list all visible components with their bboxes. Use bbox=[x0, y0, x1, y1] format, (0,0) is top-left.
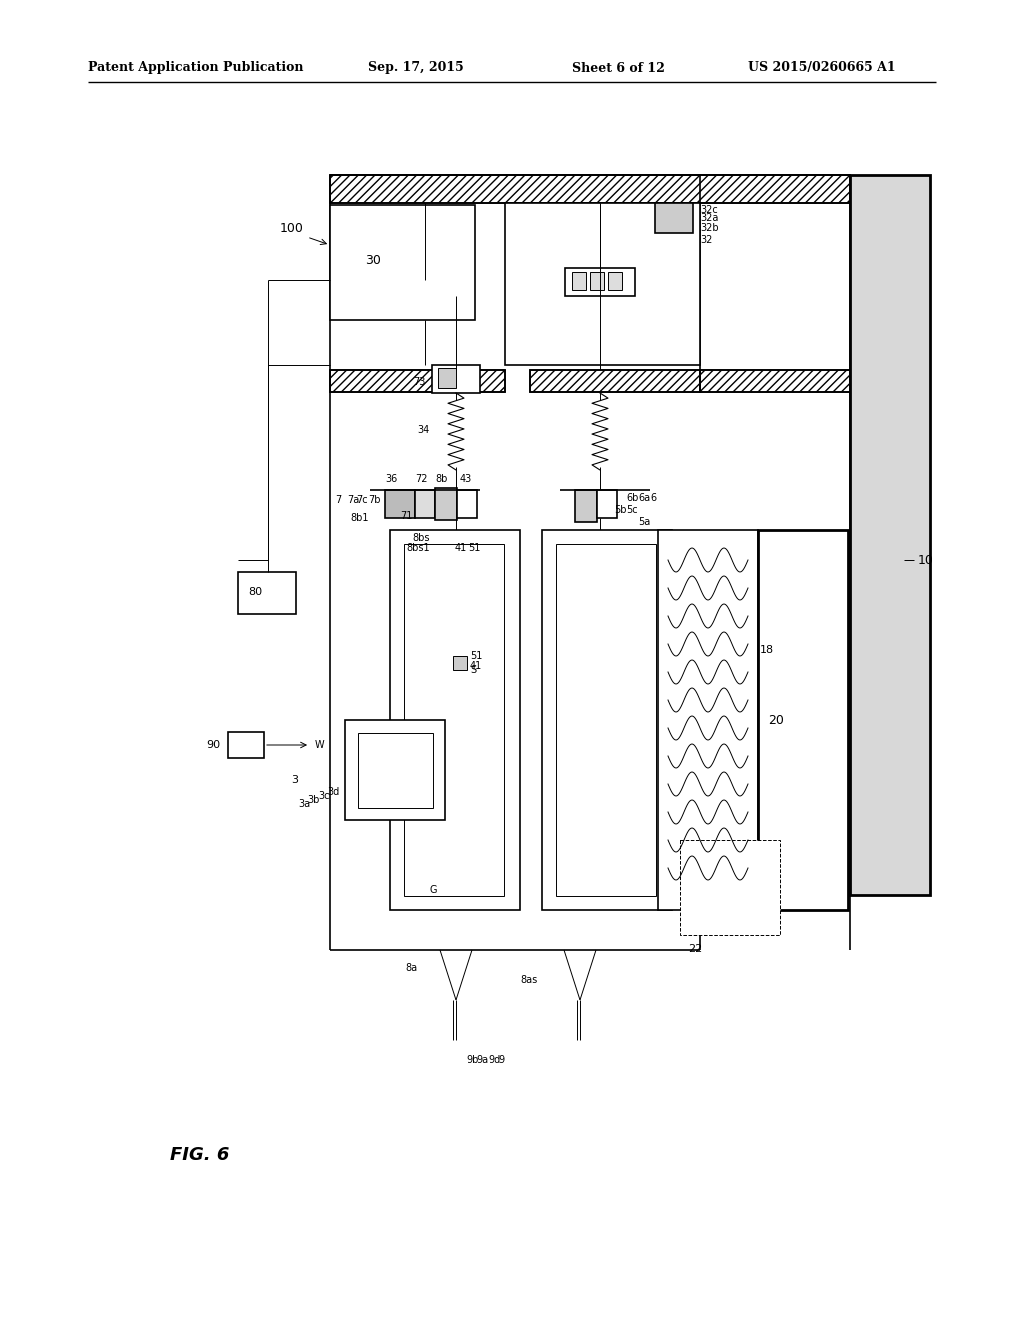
Text: 43: 43 bbox=[460, 474, 472, 484]
Text: 3d: 3d bbox=[328, 787, 340, 797]
Bar bbox=[530, 370, 700, 392]
Bar bbox=[530, 370, 700, 392]
Text: 32a: 32a bbox=[700, 213, 719, 223]
Bar bbox=[758, 531, 848, 909]
Bar bbox=[385, 490, 415, 517]
Text: 8a: 8a bbox=[406, 964, 418, 973]
Text: 8b: 8b bbox=[435, 474, 447, 484]
Text: 80: 80 bbox=[248, 587, 262, 597]
Text: 9a: 9a bbox=[476, 1055, 488, 1065]
Text: 7: 7 bbox=[335, 495, 341, 506]
Text: 71: 71 bbox=[400, 511, 413, 521]
Text: Sheet 6 of 12: Sheet 6 of 12 bbox=[572, 62, 665, 74]
Text: 100: 100 bbox=[280, 222, 304, 235]
Bar bbox=[580, 579, 622, 590]
Text: 41: 41 bbox=[470, 661, 482, 671]
Text: 36: 36 bbox=[385, 474, 397, 484]
Text: Sep. 17, 2015: Sep. 17, 2015 bbox=[368, 62, 464, 74]
Bar bbox=[446, 536, 466, 554]
Text: 51: 51 bbox=[468, 543, 480, 553]
Text: 9d: 9d bbox=[488, 1055, 501, 1065]
Bar bbox=[330, 205, 475, 319]
Bar bbox=[457, 490, 477, 517]
Bar bbox=[345, 719, 445, 820]
Text: 9: 9 bbox=[498, 1055, 504, 1065]
Bar bbox=[658, 531, 758, 909]
Text: 73: 73 bbox=[414, 378, 426, 387]
Bar bbox=[415, 490, 435, 517]
Text: 34: 34 bbox=[418, 425, 430, 436]
Bar bbox=[330, 176, 850, 203]
Bar bbox=[608, 272, 622, 290]
Text: Patent Application Publication: Patent Application Publication bbox=[88, 62, 303, 74]
Bar bbox=[680, 840, 780, 935]
Bar bbox=[575, 490, 597, 521]
Text: 10: 10 bbox=[918, 553, 934, 566]
Text: 7b: 7b bbox=[368, 495, 381, 506]
Text: US 2015/0260665 A1: US 2015/0260665 A1 bbox=[748, 62, 896, 74]
Text: 32b: 32b bbox=[700, 223, 719, 234]
Text: 6a: 6a bbox=[638, 492, 650, 503]
Text: 3b: 3b bbox=[307, 795, 319, 805]
Bar bbox=[436, 579, 478, 590]
Bar bbox=[228, 733, 264, 758]
Bar bbox=[597, 490, 617, 517]
Text: S: S bbox=[470, 665, 476, 675]
Bar bbox=[700, 370, 850, 392]
Text: 6: 6 bbox=[650, 492, 656, 503]
Text: 32: 32 bbox=[700, 235, 713, 246]
Text: 8as: 8as bbox=[520, 975, 538, 985]
Text: 5c: 5c bbox=[626, 506, 638, 515]
Text: 8bs: 8bs bbox=[413, 533, 430, 543]
Text: W: W bbox=[315, 741, 325, 750]
Text: 8bs1: 8bs1 bbox=[407, 543, 430, 553]
Bar bbox=[432, 366, 480, 393]
Bar bbox=[542, 531, 672, 909]
Text: 41: 41 bbox=[455, 543, 467, 553]
Text: 18: 18 bbox=[760, 645, 774, 655]
Text: 32c: 32c bbox=[700, 205, 718, 215]
Text: 6b: 6b bbox=[626, 492, 638, 503]
Bar bbox=[358, 733, 433, 808]
Bar bbox=[565, 268, 635, 296]
Bar bbox=[238, 572, 296, 614]
Bar bbox=[330, 370, 505, 392]
Text: 8b1: 8b1 bbox=[350, 513, 369, 523]
Bar bbox=[655, 203, 693, 234]
Bar bbox=[572, 272, 586, 290]
Text: 90: 90 bbox=[206, 741, 220, 750]
Bar bbox=[438, 368, 456, 388]
Bar bbox=[435, 488, 457, 520]
Text: 22: 22 bbox=[688, 944, 702, 954]
Text: 3c: 3c bbox=[318, 791, 330, 801]
Text: 3: 3 bbox=[291, 775, 298, 785]
Bar bbox=[590, 272, 604, 290]
Text: 7a: 7a bbox=[347, 495, 359, 506]
Text: 72: 72 bbox=[415, 474, 427, 484]
Text: G: G bbox=[430, 884, 437, 895]
Bar bbox=[330, 370, 505, 392]
Text: 3a: 3a bbox=[298, 799, 310, 809]
Text: 30: 30 bbox=[365, 253, 381, 267]
Bar bbox=[505, 203, 700, 366]
Bar bbox=[700, 370, 850, 392]
Text: FIG. 6: FIG. 6 bbox=[170, 1146, 229, 1164]
Text: 5a: 5a bbox=[638, 517, 650, 527]
Bar bbox=[330, 176, 850, 203]
Text: 7c: 7c bbox=[356, 495, 368, 506]
Bar bbox=[404, 544, 504, 896]
Bar bbox=[556, 544, 656, 896]
Text: 51: 51 bbox=[470, 651, 482, 661]
Bar bbox=[850, 176, 930, 895]
Text: 20: 20 bbox=[768, 714, 784, 726]
Text: 9b: 9b bbox=[466, 1055, 478, 1065]
Bar bbox=[465, 657, 477, 672]
Bar bbox=[453, 656, 467, 671]
Text: 5b: 5b bbox=[614, 506, 627, 515]
Bar bbox=[390, 531, 520, 909]
